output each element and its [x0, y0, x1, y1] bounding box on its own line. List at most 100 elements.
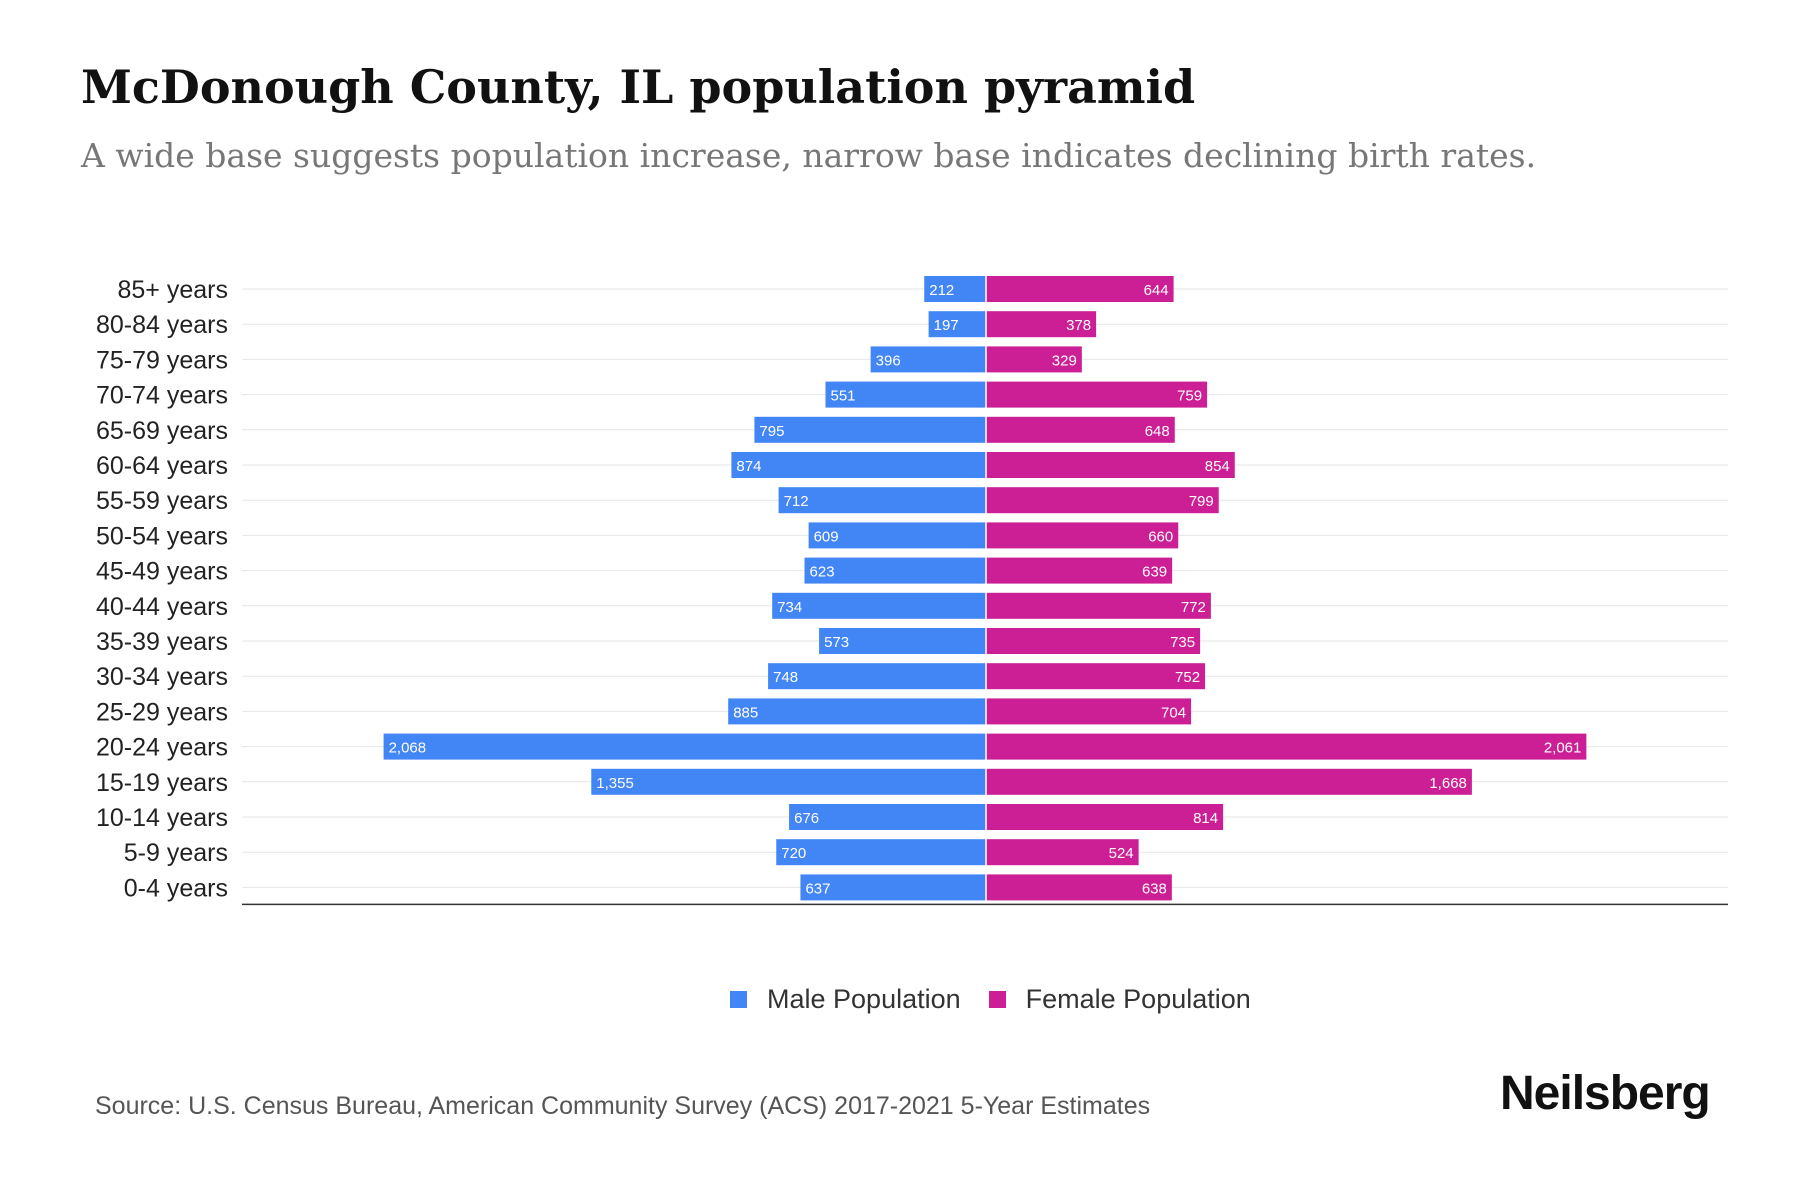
female-bar — [986, 698, 1192, 725]
male-value-label: 623 — [810, 564, 835, 581]
female-value-label: 644 — [1144, 282, 1169, 299]
age-group-label: 40-44 years — [96, 593, 228, 621]
male-bar — [808, 522, 986, 549]
female-value-label: 648 — [1145, 423, 1170, 440]
female-bar — [986, 663, 1206, 690]
male-value-label: 874 — [736, 458, 761, 475]
female-value-label: 639 — [1142, 564, 1167, 581]
legend-item-male: Male Population — [730, 984, 961, 1015]
male-bar — [728, 698, 986, 725]
female-value-label: 704 — [1161, 704, 1186, 721]
age-group-label: 35-39 years — [96, 628, 228, 656]
male-bar — [870, 346, 986, 373]
female-value-label: 735 — [1170, 634, 1195, 651]
male-bar — [768, 663, 986, 690]
female-bar — [986, 557, 1173, 584]
female-bar — [986, 487, 1219, 514]
female-bar — [986, 874, 1172, 901]
female-bar — [986, 733, 1587, 760]
age-group-label: 10-14 years — [96, 804, 228, 832]
age-group-label: 85+ years — [118, 276, 229, 304]
male-value-label: 573 — [824, 634, 849, 651]
male-value-label: 885 — [733, 704, 758, 721]
male-bar — [924, 276, 986, 302]
female-bar — [986, 311, 1097, 338]
male-bar — [819, 628, 986, 654]
female-bar — [986, 768, 1472, 795]
male-value-label: 712 — [784, 493, 809, 510]
female-value-label: 378 — [1066, 317, 1091, 334]
male-value-label: 212 — [929, 282, 954, 299]
age-group-label: 55-59 years — [96, 487, 228, 515]
female-bar — [986, 628, 1201, 654]
male-value-label: 551 — [830, 388, 855, 405]
female-bar — [986, 381, 1208, 408]
female-value-label: 799 — [1189, 493, 1214, 510]
female-bar — [986, 592, 1211, 619]
female-value-label: 752 — [1175, 669, 1200, 686]
male-bar — [778, 487, 986, 514]
female-bar — [986, 522, 1179, 549]
age-group-label: 25-29 years — [96, 698, 228, 726]
page-subtitle: A wide base suggests population increase… — [81, 136, 1537, 175]
age-group-label: 15-19 years — [96, 769, 228, 797]
age-group-label: 30-34 years — [96, 663, 228, 691]
legend-label-female: Female Population — [1025, 984, 1251, 1014]
female-bar — [986, 416, 1175, 443]
age-group-label: 70-74 years — [96, 382, 228, 410]
source-note: Source: U.S. Census Bureau, American Com… — [95, 1092, 1151, 1120]
male-value-label: 676 — [794, 810, 819, 827]
female-value-label: 638 — [1142, 880, 1167, 897]
female-bar — [986, 804, 1224, 830]
female-bar — [986, 452, 1235, 478]
male-bar — [754, 416, 986, 443]
population-pyramid-chart: 85+ years 212 644 80-84 years 197 378 75-79 ye… — [96, 274, 1728, 906]
male-value-label: 609 — [814, 528, 839, 545]
female-value-label: 660 — [1148, 528, 1173, 545]
female-bar — [986, 839, 1139, 866]
female-bar — [986, 276, 1174, 302]
male-value-label: 795 — [759, 423, 784, 440]
male-value-label: 748 — [773, 669, 798, 686]
age-group-label: 60-64 years — [96, 452, 228, 480]
age-group-label: 20-24 years — [96, 734, 228, 762]
legend-item-female: Female Population — [988, 984, 1251, 1015]
age-group-label: 65-69 years — [96, 417, 228, 445]
legend-swatch-female — [988, 991, 1006, 1008]
age-group-label: 75-79 years — [96, 346, 228, 374]
female-value-label: 814 — [1193, 810, 1218, 827]
female-value-label: 854 — [1205, 458, 1230, 475]
age-group-label: 0-4 years — [124, 874, 228, 902]
female-value-label: 524 — [1109, 845, 1134, 862]
male-value-label: 396 — [876, 352, 901, 369]
male-value-label: 2,068 — [389, 740, 427, 757]
male-bar — [772, 592, 986, 619]
female-value-label: 759 — [1177, 388, 1202, 405]
page-title: McDonough County, IL population pyramid — [81, 60, 1196, 114]
male-value-label: 1,355 — [596, 775, 634, 792]
male-bar — [928, 311, 986, 338]
male-bar — [789, 804, 986, 830]
male-bar — [800, 874, 986, 901]
brand-logo: Neilsberg — [1500, 1067, 1711, 1120]
male-bar — [804, 557, 986, 584]
male-bar — [591, 768, 986, 795]
male-value-label: 197 — [934, 317, 959, 334]
male-value-label: 734 — [777, 599, 802, 616]
male-bar — [776, 839, 986, 866]
age-group-label: 80-84 years — [96, 311, 228, 339]
legend-label-male: Male Population — [767, 984, 961, 1014]
age-group-label: 45-49 years — [96, 558, 228, 586]
female-value-label: 1,668 — [1429, 775, 1467, 792]
male-value-label: 720 — [781, 845, 806, 862]
male-bar — [825, 381, 986, 408]
female-value-label: 329 — [1052, 352, 1077, 369]
age-group-label: 5-9 years — [124, 839, 228, 867]
legend-swatch-male — [730, 991, 747, 1008]
female-bar — [986, 346, 1082, 373]
legend: Male Population Female Population — [730, 984, 1279, 1015]
female-value-label: 2,061 — [1544, 740, 1582, 757]
female-value-label: 772 — [1181, 599, 1206, 616]
male-bar — [383, 733, 986, 760]
